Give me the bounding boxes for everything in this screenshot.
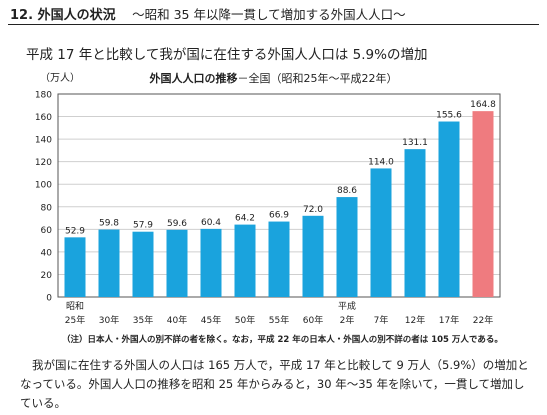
data-label: 52.9: [65, 226, 85, 236]
data-label: 57.9: [133, 221, 153, 231]
data-label: 155.6: [436, 111, 462, 121]
x-tick-label: 35年: [133, 314, 153, 326]
x-tick-label: 30年: [99, 314, 119, 326]
title-divider: [8, 24, 539, 25]
x-tick-label: 50年: [235, 314, 255, 326]
section-subtitle: ～昭和 35 年以降一貫して増加する外国人人口～: [132, 7, 406, 22]
data-label: 64.2: [235, 214, 255, 224]
x-tick-label: 45年: [201, 314, 221, 326]
bar: [64, 237, 86, 297]
bar: [472, 111, 494, 298]
y-tick-label: 140: [35, 136, 52, 146]
x-tick-label-era: 昭和: [66, 301, 84, 312]
bar: [302, 215, 324, 297]
bar: [336, 197, 358, 297]
x-tick-label: 12年: [405, 314, 425, 326]
x-tick-label: 25年: [65, 314, 85, 326]
data-label: 72.0: [303, 205, 323, 215]
chart-title-main: 外国人人口の推移: [149, 72, 238, 85]
y-tick-label: 40: [41, 248, 53, 258]
x-tick-label: 2年: [340, 314, 355, 326]
y-tick-label: 180: [35, 91, 52, 101]
y-tick-label: 60: [41, 226, 53, 236]
x-tick-label: 55年: [269, 314, 289, 326]
data-label: 59.8: [99, 219, 119, 229]
chart-title: 外国人人口の推移－全国（昭和25年～平成22年）: [0, 70, 547, 86]
bar: [370, 168, 392, 297]
y-tick-label: 160: [35, 113, 52, 123]
data-label: 88.6: [337, 186, 357, 196]
section-title: 12. 外国人の状況 ～昭和 35 年以降一貫して増加する外国人人口～: [10, 4, 406, 23]
x-tick-label-era: 平成: [338, 300, 356, 312]
bar: [166, 229, 188, 297]
y-axis-unit: （万人）: [40, 73, 80, 84]
section-number: 12.: [10, 8, 34, 23]
data-label: 114.0: [368, 157, 394, 167]
y-tick-label: 20: [41, 271, 53, 281]
bar: [404, 149, 426, 297]
body-paragraph: 我が国に在住する外国人の人口は 165 万人で，平成 17 年と比較して 9 万…: [20, 358, 529, 410]
bar: [98, 229, 120, 297]
bar: [268, 221, 290, 297]
x-tick-label: 7年: [374, 314, 389, 326]
y-tick-label: 80: [41, 203, 53, 213]
x-tick-label: 40年: [167, 314, 187, 326]
x-tick-label: 17年: [439, 314, 459, 326]
y-tick-label: 120: [35, 158, 52, 168]
chart-footnote: （注）日本人・外国人の別不詳の者を除く。なお，平成 22 年の日本人・外国人の別…: [62, 335, 503, 345]
data-label: 131.1: [402, 138, 428, 148]
y-tick-label: 100: [35, 181, 52, 191]
bar: [438, 121, 460, 297]
data-label: 66.9: [269, 211, 289, 221]
data-label: 59.6: [167, 219, 187, 229]
bar: [132, 231, 154, 297]
section-heading: 外国人の状況: [37, 8, 116, 23]
data-label: 60.4: [201, 218, 221, 228]
x-tick-label: 22年: [473, 314, 493, 326]
bar: [234, 224, 256, 297]
data-label: 164.8: [470, 100, 496, 110]
chart-title-scope: －全国（昭和25年～平成22年）: [237, 72, 398, 85]
x-tick-label: 60年: [303, 314, 323, 326]
y-tick-label: 0: [46, 294, 52, 304]
bar: [200, 228, 222, 297]
headline: 平成 17 年と比較して我が国に在住する外国人人口は 5.9%の増加: [26, 47, 428, 63]
